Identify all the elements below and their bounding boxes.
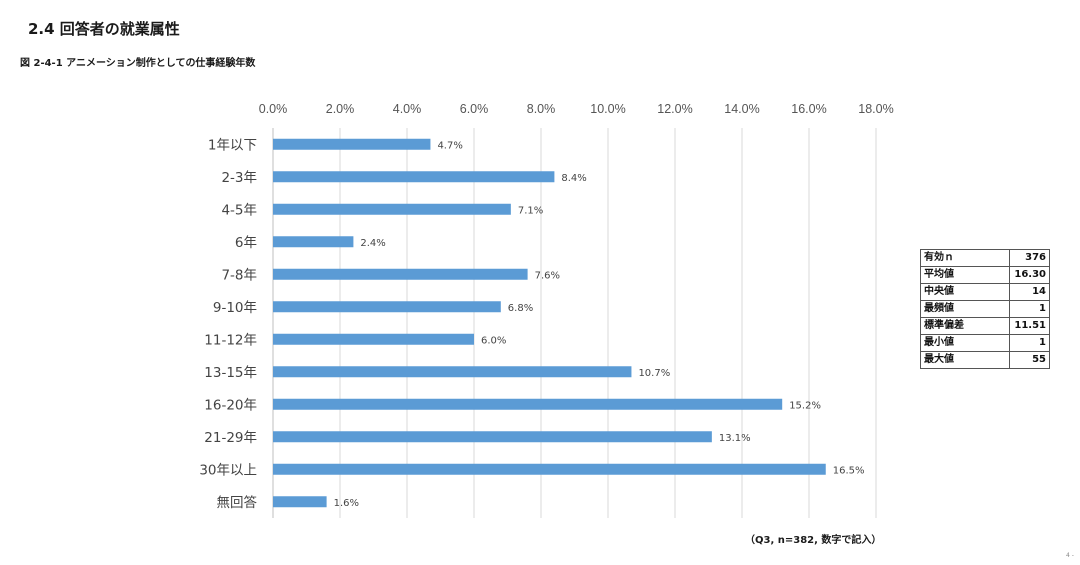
data-label: 7.6%	[535, 270, 560, 281]
bar	[273, 301, 501, 313]
stats-row: 最小値 1	[920, 334, 1050, 352]
stats-row: 中央値 14	[920, 283, 1050, 301]
data-label: 15.2%	[789, 400, 821, 411]
category-label: 7-8年	[221, 267, 257, 283]
x-tick-label: 14.0%	[724, 102, 759, 116]
stats-row: 標準偏差 11.51	[920, 317, 1050, 335]
stats-value: 1	[1009, 334, 1050, 352]
data-label: 10.7%	[638, 368, 670, 379]
data-label: 13.1%	[719, 433, 751, 444]
category-label: 4-5年	[221, 202, 257, 218]
stats-label: 最頻値	[920, 300, 1010, 318]
bar	[273, 366, 632, 378]
x-tick-label: 4.0%	[393, 102, 422, 116]
data-label: 16.5%	[833, 465, 865, 476]
stats-row: 有効ｎ 376	[920, 249, 1050, 267]
bar	[273, 398, 783, 410]
data-label: 7.1%	[518, 205, 543, 216]
stats-row: 最大値 55	[920, 351, 1050, 369]
stats-table: 有効ｎ 376 平均値 16.30 中央値 14 最頻値 1 標準偏差 11.51 最小値 1 最大値 5…	[920, 249, 1050, 369]
x-tick-label: 8.0%	[527, 102, 556, 116]
category-label: 6年	[235, 235, 257, 251]
category-label: 無回答	[217, 494, 258, 511]
stats-value: 376	[1009, 249, 1050, 267]
category-label: 11-12年	[204, 332, 257, 348]
bar	[273, 463, 826, 475]
section-title: 2.4 回答者の就業属性	[28, 20, 180, 38]
stats-label: 有効ｎ	[920, 249, 1010, 267]
x-tick-label: 16.0%	[791, 102, 826, 116]
bar	[273, 138, 431, 150]
stats-row: 最頻値 1	[920, 300, 1050, 318]
x-tick-label: 10.0%	[590, 102, 625, 116]
data-label: 2.4%	[360, 238, 385, 249]
stats-value: 1	[1009, 300, 1050, 318]
category-label: 9-10年	[213, 300, 257, 316]
x-tick-label: 2.0%	[326, 102, 355, 116]
category-label: 21-29年	[204, 430, 257, 446]
stats-value: 55	[1009, 351, 1050, 369]
stats-label: 中央値	[920, 283, 1010, 301]
bar	[273, 431, 712, 443]
stats-value: 14	[1009, 283, 1050, 301]
stats-label: 最大値	[920, 351, 1010, 369]
data-label: 4.7%	[437, 140, 462, 151]
stats-value: 16.30	[1009, 266, 1050, 284]
data-label: 6.0%	[481, 335, 506, 346]
category-label: 2-3年	[221, 170, 257, 186]
x-tick-label: 6.0%	[460, 102, 489, 116]
category-label: 13-15年	[204, 365, 257, 381]
stats-label: 標準偏差	[920, 317, 1010, 335]
stats-value: 11.51	[1009, 317, 1050, 335]
bar	[273, 496, 327, 508]
bar	[273, 268, 528, 280]
x-tick-label: 12.0%	[657, 102, 692, 116]
category-label: 16-20年	[204, 397, 257, 413]
footnote: （Q3, n=382, 数字で記入）	[745, 535, 882, 546]
data-label: 1.6%	[334, 498, 359, 509]
bar	[273, 171, 555, 183]
x-tick-label: 18.0%	[858, 102, 893, 116]
data-label: 8.4%	[561, 173, 586, 184]
bar	[273, 236, 354, 248]
stats-label: 平均値	[920, 266, 1010, 284]
figure-title: 図 2-4-1 アニメーション制作としての仕事経験年数	[20, 58, 256, 69]
page-number: 4 -	[1066, 552, 1074, 559]
bar	[273, 333, 474, 345]
stats-row: 平均値 16.30	[920, 266, 1050, 284]
x-tick-label: 0.0%	[259, 102, 288, 116]
data-label: 6.8%	[508, 303, 533, 314]
category-label: 1年以下	[208, 137, 257, 153]
stats-label: 最小値	[920, 334, 1010, 352]
bar	[273, 203, 511, 215]
category-label: 30年以上	[199, 462, 257, 478]
